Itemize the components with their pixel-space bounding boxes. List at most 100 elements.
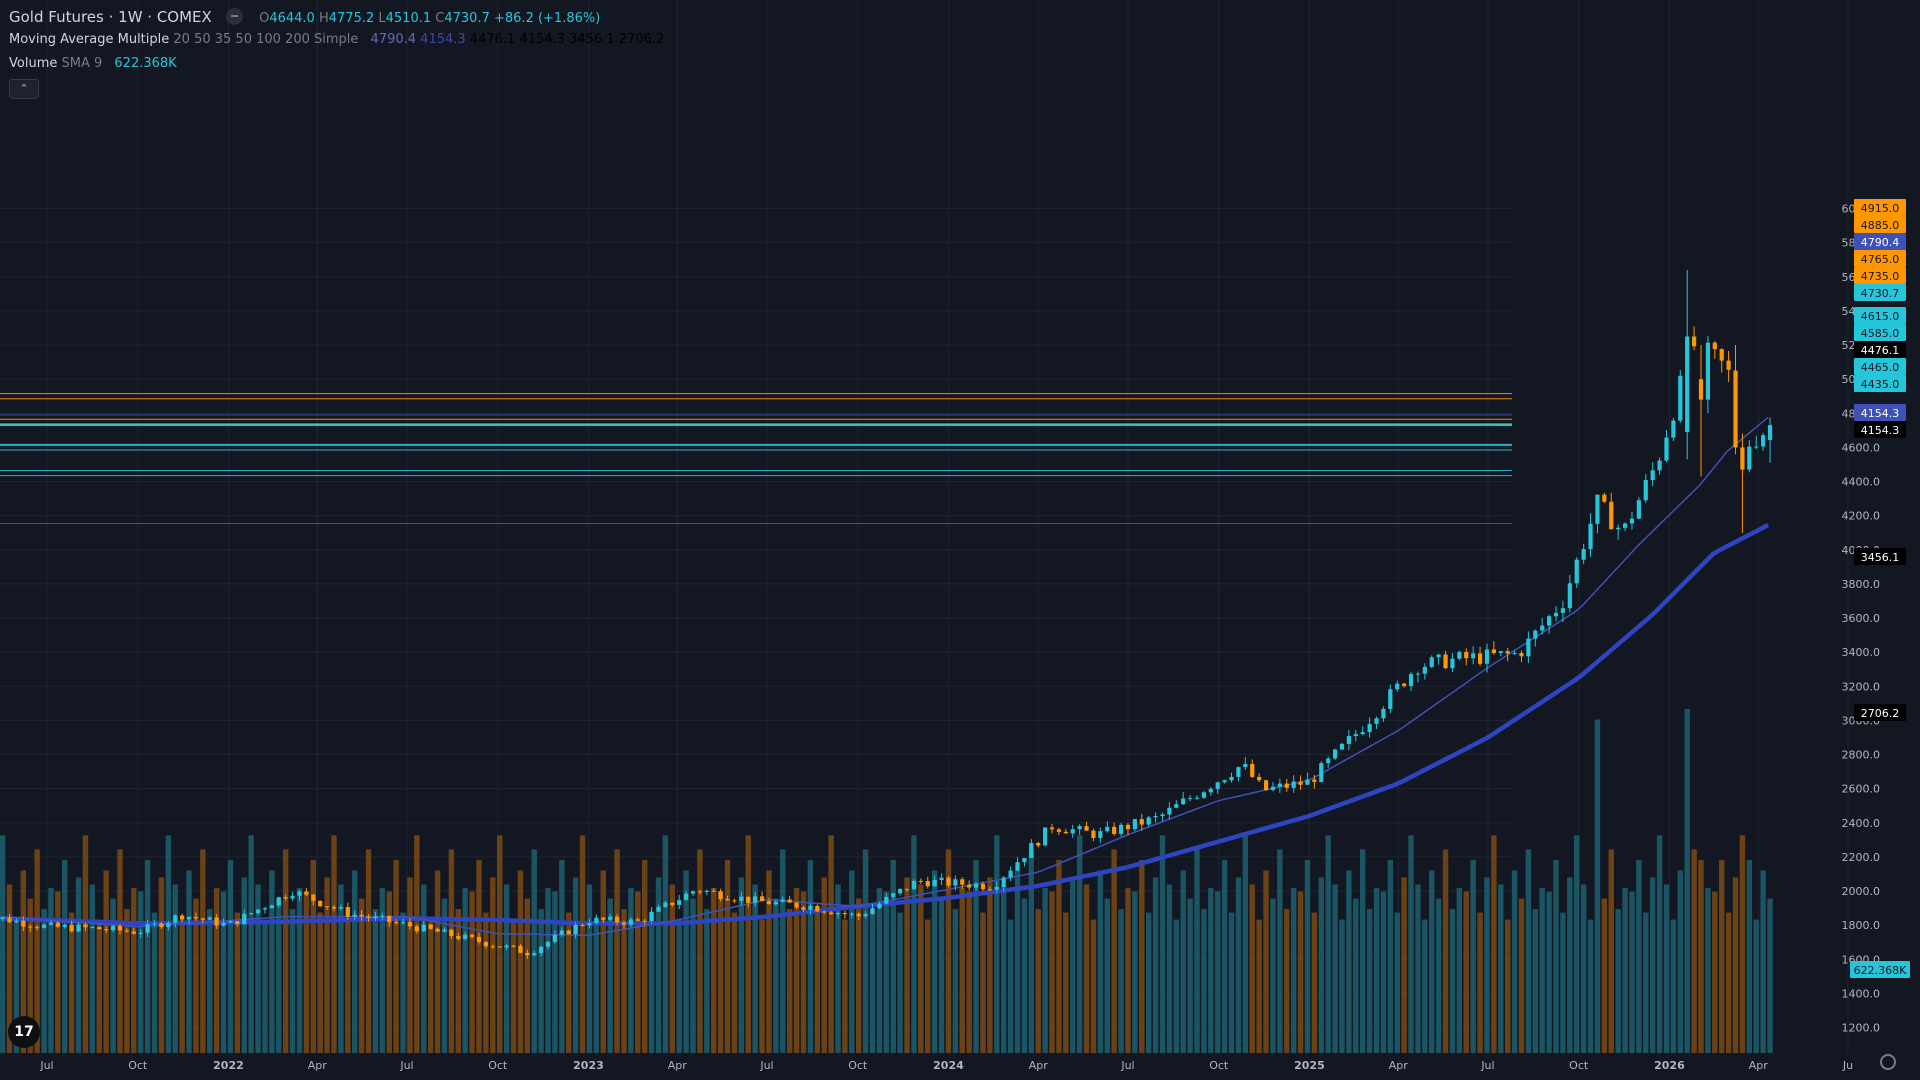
- volume-bar: [338, 884, 344, 1053]
- volume-bar: [1739, 835, 1746, 1053]
- x-tick-label: Oct: [128, 1059, 148, 1072]
- candle-body: [1512, 653, 1517, 655]
- tradingview-logo-icon[interactable]: 17: [8, 1016, 40, 1048]
- candle-body: [276, 897, 281, 906]
- open-value: 4644.0: [269, 11, 315, 26]
- candle-body: [1257, 776, 1262, 781]
- volume-bar: [1097, 870, 1104, 1053]
- volume-bar: [510, 919, 517, 1053]
- candle-body: [1754, 446, 1759, 448]
- candle-body: [1491, 649, 1496, 654]
- candle-body: [1712, 342, 1717, 350]
- volume-bar: [1297, 891, 1304, 1053]
- eye-icon[interactable]: [225, 8, 243, 25]
- candle-body: [960, 879, 965, 885]
- candle-body: [663, 902, 668, 907]
- volume-legend[interactable]: Volume SMA 9 622.368K: [9, 56, 177, 72]
- x-tick-label: Apr: [1749, 1059, 1769, 1072]
- volume-bar: [1629, 891, 1635, 1053]
- volume-bar: [1649, 877, 1656, 1053]
- volume-bar: [96, 919, 102, 1053]
- volume-bar: [68, 912, 75, 1053]
- candle-body: [1374, 718, 1379, 724]
- candle-body: [1139, 819, 1144, 825]
- candle-body: [1671, 420, 1676, 438]
- candle-body: [552, 934, 558, 942]
- candle-body: [97, 927, 102, 930]
- x-tick-label: Apr: [668, 1059, 688, 1072]
- volume-bar: [1159, 835, 1166, 1053]
- ma-legend[interactable]: Moving Average Multiple 20 50 35 50 100 …: [9, 32, 664, 48]
- chevron-up-icon[interactable]: ⌃: [9, 79, 39, 99]
- candle-body: [1560, 608, 1566, 613]
- volume-bar: [1125, 888, 1131, 1053]
- volume-bar: [821, 877, 827, 1053]
- volume-bar: [911, 835, 917, 1053]
- price-badge-label: 4790.4: [1861, 236, 1900, 249]
- symbol-title[interactable]: Gold Futures · 1W · COMEX: [9, 8, 212, 26]
- candle-body: [815, 905, 820, 912]
- candle-body: [1533, 630, 1538, 639]
- volume-bar: [20, 870, 27, 1053]
- y-tick-label: 2000.0: [1842, 885, 1881, 898]
- volume-bar: [1408, 835, 1414, 1053]
- volume-bar: [1463, 891, 1469, 1053]
- price-badge: [1854, 216, 1906, 233]
- candle-body: [1167, 807, 1172, 815]
- candle-body: [1132, 819, 1137, 830]
- candle-body: [1629, 518, 1635, 524]
- gear-icon[interactable]: [1880, 1054, 1896, 1070]
- candle-body: [159, 923, 164, 928]
- price-badge: [1854, 233, 1906, 250]
- volume-bar: [1380, 891, 1387, 1053]
- candle-body: [366, 916, 371, 919]
- volume-bar: [1553, 859, 1559, 1053]
- candle-body: [1319, 763, 1324, 782]
- volume-bar: [262, 919, 268, 1053]
- candle-body: [718, 891, 723, 900]
- volume-bar: [6, 884, 13, 1053]
- volume-bar: [731, 912, 738, 1053]
- y-tick-label: 4400.0: [1842, 476, 1881, 489]
- volume-bar: [490, 877, 496, 1053]
- candle-body: [1526, 638, 1531, 657]
- volume-bar: [82, 835, 89, 1053]
- price-badge: [1854, 307, 1906, 324]
- candle-body: [1698, 379, 1704, 400]
- volume-bar: [1339, 919, 1345, 1053]
- volume-bar: [559, 859, 565, 1053]
- candle-body: [193, 916, 199, 919]
- volume-bar: [41, 909, 47, 1053]
- volume-bar: [1346, 870, 1352, 1053]
- price-badge-label: 2706.2: [1861, 707, 1900, 720]
- candle-body: [1105, 826, 1110, 832]
- volume-bar: [48, 888, 54, 1053]
- candle-body: [697, 891, 703, 893]
- volume-bar: [1456, 888, 1463, 1053]
- candle-body: [407, 922, 413, 927]
- volume-bar: [786, 909, 793, 1053]
- candle-body: [787, 899, 792, 903]
- candle-body: [739, 896, 744, 901]
- price-badge-label: 4476.1: [1861, 344, 1900, 357]
- candle-body: [1650, 470, 1655, 480]
- candle-body: [559, 930, 564, 935]
- volume-bar: [1511, 870, 1518, 1053]
- price-badge-label: 4435.0: [1861, 378, 1900, 391]
- candle-body: [1408, 674, 1414, 687]
- candle-body: [1395, 683, 1400, 690]
- price-badge-label: 4735.0: [1861, 270, 1900, 283]
- volume-bar: [1290, 888, 1297, 1053]
- volume-bar: [193, 898, 199, 1053]
- candle-body: [573, 924, 578, 935]
- volume-bar: [1539, 888, 1545, 1053]
- candle-body: [7, 917, 12, 923]
- volume-bar: [1732, 877, 1739, 1053]
- volume-bar: [1325, 835, 1331, 1053]
- candle-body: [1685, 336, 1690, 433]
- volume-bar: [386, 891, 392, 1053]
- candle-body: [200, 918, 205, 920]
- candle-body: [925, 881, 930, 887]
- candle-body: [1125, 824, 1131, 830]
